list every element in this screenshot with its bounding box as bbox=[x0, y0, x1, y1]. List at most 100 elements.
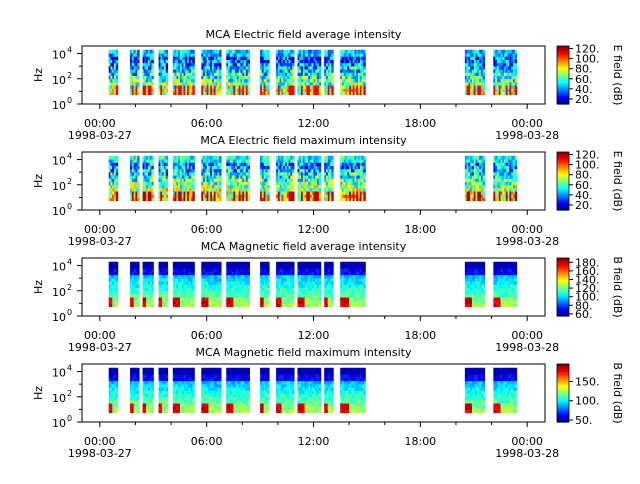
spectrogram-cell bbox=[248, 262, 250, 266]
spectrogram-cell bbox=[363, 50, 365, 54]
spectrogram-cell bbox=[319, 156, 321, 160]
x-date-label: 1998-03-27 bbox=[68, 129, 132, 142]
data-segment bbox=[340, 50, 366, 95]
panel-3: MCA Magnetic field average intensity00:0… bbox=[32, 240, 624, 354]
y-tick-exponent: 2 bbox=[67, 177, 72, 186]
data-segment bbox=[276, 156, 294, 201]
data-segment bbox=[297, 156, 321, 201]
data-segment bbox=[226, 50, 250, 95]
spectrogram-cell bbox=[166, 50, 168, 54]
x-tick-label: 18:00 bbox=[404, 223, 436, 236]
spectrogram-cell bbox=[137, 262, 139, 266]
y-tick-exponent: 2 bbox=[67, 71, 72, 80]
spectrogram-cell bbox=[483, 156, 485, 160]
data-segment bbox=[201, 50, 221, 95]
data-segment bbox=[201, 262, 221, 307]
spectrogram-cell bbox=[151, 50, 153, 54]
data-segment bbox=[340, 156, 366, 201]
spectrogram-cell bbox=[166, 262, 168, 266]
spectrogram-cell bbox=[483, 50, 485, 54]
x-tick-label: 12:00 bbox=[298, 117, 330, 130]
x-date-label: 1998-03-28 bbox=[495, 129, 559, 142]
data-segment bbox=[465, 156, 485, 201]
x-tick-label: 06:00 bbox=[191, 223, 223, 236]
spectrogram-cell bbox=[292, 156, 294, 160]
spectrogram-cell bbox=[331, 50, 333, 54]
data-segment bbox=[226, 156, 250, 201]
y-tick-label: 10 bbox=[52, 99, 66, 112]
spectrogram-cell bbox=[137, 156, 139, 160]
spectrogram-cell bbox=[192, 50, 194, 54]
data-segment bbox=[493, 156, 517, 201]
spectrogram-cell bbox=[116, 262, 118, 266]
data-segment bbox=[276, 262, 294, 307]
spectrogram-cell bbox=[319, 50, 321, 54]
spectrogram-cell bbox=[515, 156, 517, 160]
panel-title: MCA Electric field maximum intensity bbox=[200, 134, 407, 147]
panel-1: MCA Electric field average intensity00:0… bbox=[32, 28, 624, 142]
y-tick-exponent: 0 bbox=[67, 202, 72, 211]
x-tick-label: 12:00 bbox=[298, 223, 330, 236]
y-tick-label: 10 bbox=[52, 49, 66, 62]
spectrogram-cell bbox=[166, 156, 168, 160]
data-segment bbox=[297, 262, 321, 307]
data-segment bbox=[276, 50, 294, 95]
y-tick-label: 10 bbox=[52, 180, 66, 193]
panel-title: MCA Electric field average intensity bbox=[206, 28, 402, 41]
data-segment bbox=[324, 156, 334, 201]
spectrogram-cell bbox=[137, 50, 139, 54]
spectrogram-cell bbox=[219, 50, 221, 54]
y-tick-exponent: 4 bbox=[67, 46, 72, 55]
data-segment bbox=[159, 262, 169, 307]
y-tick-exponent: 0 bbox=[67, 96, 72, 105]
data-segment bbox=[260, 50, 270, 95]
spectrogram-cell bbox=[248, 156, 250, 160]
data-segment bbox=[173, 156, 195, 201]
y-tick-label: 10 bbox=[52, 74, 66, 87]
data-segment bbox=[465, 50, 485, 95]
spectrogram-cell bbox=[267, 156, 269, 160]
spectrogram-cell bbox=[151, 156, 153, 160]
spectrogram-cell bbox=[116, 50, 118, 54]
data-segment bbox=[130, 50, 140, 95]
y-axis-label: Hz bbox=[32, 174, 45, 188]
spectrogram-cells bbox=[109, 262, 517, 307]
spectrogram-cell bbox=[331, 156, 333, 160]
data-segment bbox=[173, 50, 195, 95]
spectrogram-cell bbox=[219, 156, 221, 160]
spectrogram-cell bbox=[292, 50, 294, 54]
y-tick-label: 10 bbox=[52, 205, 66, 218]
spectrogram-cell bbox=[192, 262, 194, 266]
colorbar: 20.40.60.80.100.120.E field (dB) bbox=[557, 43, 624, 106]
spectrogram-cell bbox=[267, 262, 269, 266]
data-segment bbox=[324, 262, 334, 307]
data-segment bbox=[159, 50, 169, 95]
x-tick-label: 18:00 bbox=[404, 117, 436, 130]
data-segment bbox=[297, 50, 321, 95]
data-segment bbox=[324, 50, 334, 95]
data-segment bbox=[493, 50, 517, 95]
data-segment bbox=[201, 156, 221, 201]
data-segment bbox=[260, 156, 270, 201]
spectrogram-cell bbox=[151, 262, 153, 266]
spectrogram-cell bbox=[515, 50, 517, 54]
data-segment bbox=[109, 50, 119, 95]
spectrogram-cell bbox=[219, 262, 221, 266]
spectrogram-cell bbox=[363, 156, 365, 160]
spectrogram-cell bbox=[116, 156, 118, 160]
y-tick-label: 10 bbox=[52, 155, 66, 168]
x-tick-label: 06:00 bbox=[191, 117, 223, 130]
spectrogram-cells bbox=[109, 50, 517, 95]
y-axis-label: Hz bbox=[32, 68, 45, 82]
spectrogram-cell bbox=[192, 156, 194, 160]
colorbar-tick-label: 120. bbox=[575, 149, 600, 162]
data-segment bbox=[143, 50, 154, 95]
colorbar-label: E field (dB) bbox=[611, 151, 624, 212]
colorbar-label: E field (dB) bbox=[611, 45, 624, 106]
data-segment bbox=[143, 262, 154, 307]
spectrogram-cell bbox=[319, 262, 321, 266]
data-segment bbox=[260, 262, 270, 307]
data-segment bbox=[159, 156, 169, 201]
